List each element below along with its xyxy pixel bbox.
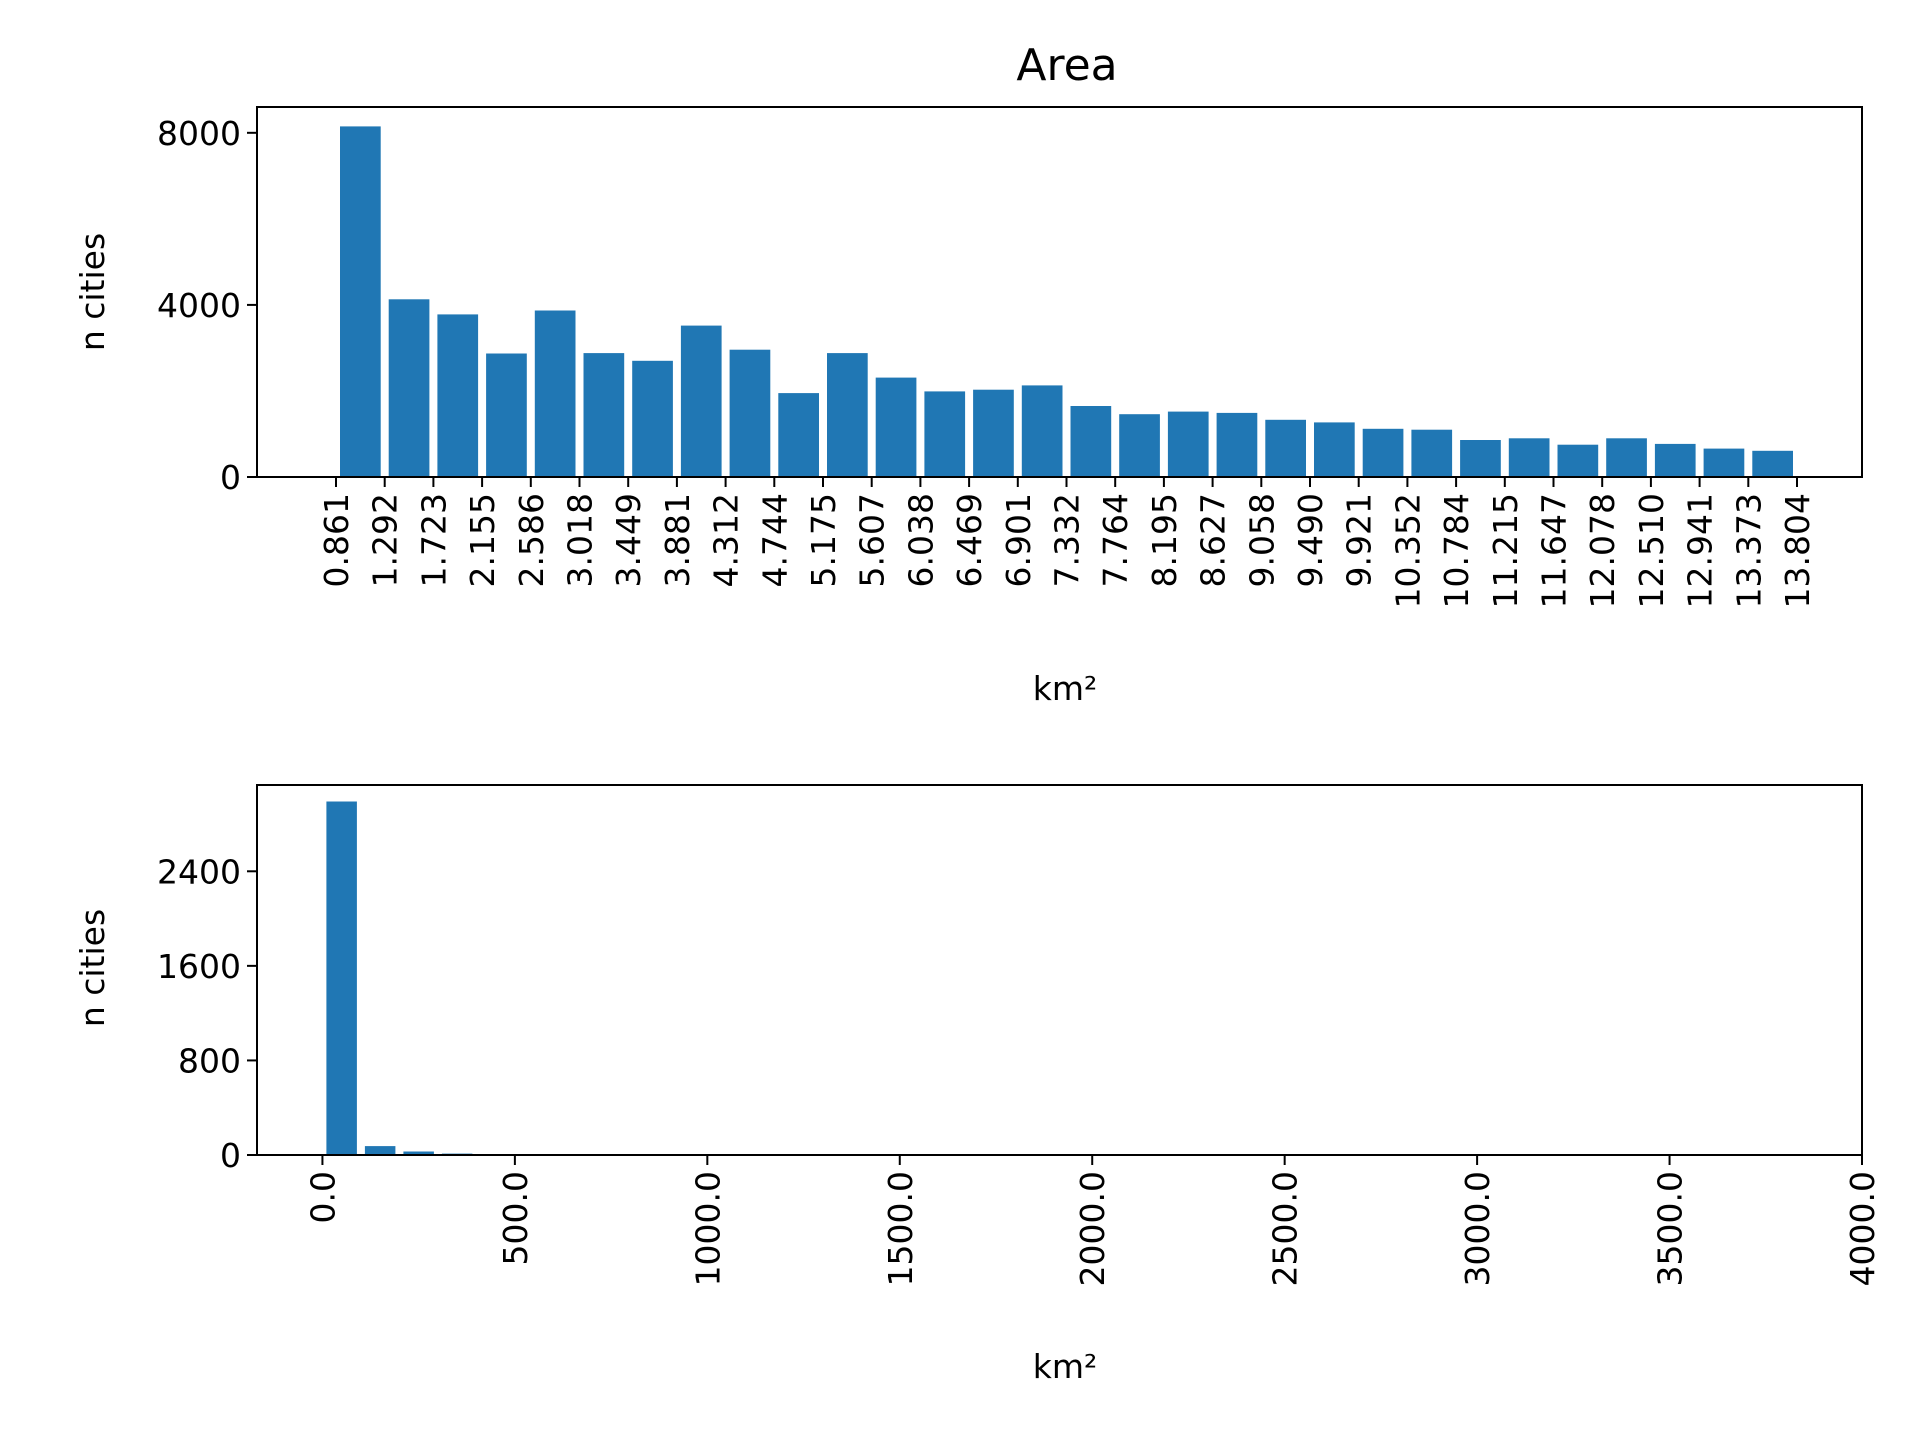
histogram-bar xyxy=(583,353,625,477)
x-tick-label: 4.744 xyxy=(755,493,794,587)
histogram-bar xyxy=(680,325,722,477)
x-tick-label: 9.921 xyxy=(1340,493,1379,587)
histogram-bar xyxy=(534,310,576,477)
histogram-bar xyxy=(403,1151,434,1155)
x-tick-label: 10.784 xyxy=(1437,493,1476,608)
histogram-bar xyxy=(1703,448,1745,477)
bottom-y-axis-label: n cities xyxy=(73,909,112,1027)
top-y-axis-ticks: 0 4000 8000 xyxy=(157,114,257,497)
histogram-bar xyxy=(388,299,430,477)
x-tick-label: 11.647 xyxy=(1535,493,1574,608)
histogram-bar xyxy=(1752,450,1793,477)
x-tick-label: 2.586 xyxy=(512,493,551,587)
x-tick-label: 12.078 xyxy=(1583,493,1622,608)
x-tick-label: 5.175 xyxy=(804,493,843,587)
x-tick-label: 0.861 xyxy=(317,493,356,587)
histogram-bar xyxy=(1119,414,1160,477)
histogram-bar xyxy=(1021,385,1063,477)
x-tick-label: 3500.0 xyxy=(1651,1171,1690,1286)
x-tick-label: 13.804 xyxy=(1778,493,1817,608)
histogram-bar xyxy=(827,353,868,477)
bottom-plot-frame xyxy=(256,784,1863,1156)
histogram-bar xyxy=(1216,412,1258,477)
histogram-bar xyxy=(1508,438,1550,477)
x-tick-label: 5.607 xyxy=(853,493,892,587)
x-tick-label: 2.155 xyxy=(463,493,502,587)
y-tick-label: 2400 xyxy=(157,852,241,891)
x-tick-label: 13.373 xyxy=(1729,493,1768,608)
x-tick-label: 3.018 xyxy=(561,493,600,587)
top-histogram-bars xyxy=(340,126,1793,478)
y-tick-label: 8000 xyxy=(157,114,241,153)
histogram-bar xyxy=(1070,406,1112,477)
bottom-x-axis-ticks: 0.0 500.0 1000.0 1500.0 2000.0 2500.0 3000.0 35… xyxy=(303,1155,1882,1286)
x-tick-label: 1000.0 xyxy=(688,1171,727,1286)
histogram-bar xyxy=(875,377,917,477)
x-tick-label: 10.352 xyxy=(1388,493,1427,608)
x-tick-label: 1.723 xyxy=(414,493,453,587)
y-tick-label: 1600 xyxy=(157,947,241,986)
top-histogram-panel: 0 4000 8000 0.861 1.292 1.723 2.155 2.586 3.018… xyxy=(73,106,1863,708)
bottom-y-axis-ticks: 0 800 1600 2400 xyxy=(157,852,257,1175)
x-tick-label: 12.941 xyxy=(1681,493,1720,608)
x-tick-label: 4.312 xyxy=(707,493,746,587)
x-tick-label: 3.881 xyxy=(658,493,697,587)
histogram-bar xyxy=(1167,411,1209,477)
histogram-bar xyxy=(1460,440,1501,477)
histogram-bar xyxy=(632,360,673,477)
histogram-bar xyxy=(973,389,1014,477)
top-x-axis-ticks: 0.861 1.292 1.723 2.155 2.586 3.018 3.449 3.881… xyxy=(317,477,1817,608)
x-tick-label: 12.510 xyxy=(1632,493,1671,608)
y-tick-label: 800 xyxy=(178,1041,241,1080)
x-tick-label: 8.627 xyxy=(1194,493,1233,587)
histogram-bar xyxy=(729,349,771,477)
x-tick-label: 3.449 xyxy=(609,493,648,587)
top-plot-frame xyxy=(256,106,1863,478)
x-tick-label: 500.0 xyxy=(496,1171,535,1265)
x-tick-label: 7.764 xyxy=(1096,493,1135,587)
bottom-x-axis-label: km² xyxy=(1033,1347,1098,1386)
x-tick-label: 2500.0 xyxy=(1266,1171,1305,1286)
histogram-bar xyxy=(1265,419,1306,477)
x-tick-label: 9.058 xyxy=(1242,493,1281,587)
x-tick-label: 3000.0 xyxy=(1458,1171,1497,1286)
histogram-bar xyxy=(1606,438,1647,477)
x-tick-label: 4000.0 xyxy=(1843,1171,1882,1286)
histogram-bar xyxy=(1654,443,1696,477)
x-tick-label: 11.215 xyxy=(1486,493,1525,608)
histogram-bar xyxy=(1411,429,1453,477)
top-y-axis-label: n cities xyxy=(73,233,112,351)
x-tick-label: 7.332 xyxy=(1048,493,1087,587)
y-tick-label: 0 xyxy=(220,1136,241,1175)
x-tick-label: 1500.0 xyxy=(881,1171,920,1286)
x-tick-label: 9.490 xyxy=(1291,493,1330,587)
x-tick-label: 1.292 xyxy=(366,493,405,587)
x-tick-label: 0.0 xyxy=(303,1171,342,1223)
bottom-histogram-bars xyxy=(326,801,627,1155)
top-x-axis-label: km² xyxy=(1033,669,1098,708)
histogram-bar xyxy=(364,1146,396,1155)
histogram-bar xyxy=(778,393,819,477)
histogram-bar xyxy=(924,391,966,477)
x-tick-label: 6.038 xyxy=(901,493,940,587)
bottom-histogram-panel: 0 800 1600 2400 0.0 500.0 1000.0 1500.0 2000.0 2… xyxy=(73,784,1882,1386)
x-tick-label: 6.469 xyxy=(950,493,989,587)
histogram-bar xyxy=(486,353,527,477)
histogram-bar xyxy=(1557,444,1599,477)
histogram-bar xyxy=(437,314,479,477)
chart-title: Area xyxy=(1016,40,1117,91)
histogram-bar xyxy=(1362,428,1404,477)
y-tick-label: 4000 xyxy=(157,286,241,325)
histogram-bar xyxy=(1314,422,1355,477)
x-tick-label: 2000.0 xyxy=(1073,1171,1112,1286)
histogram-bar xyxy=(340,126,381,478)
x-tick-label: 6.901 xyxy=(999,493,1038,587)
y-tick-label: 0 xyxy=(220,458,241,497)
histogram-bar xyxy=(326,801,357,1155)
x-tick-label: 8.195 xyxy=(1145,493,1184,587)
